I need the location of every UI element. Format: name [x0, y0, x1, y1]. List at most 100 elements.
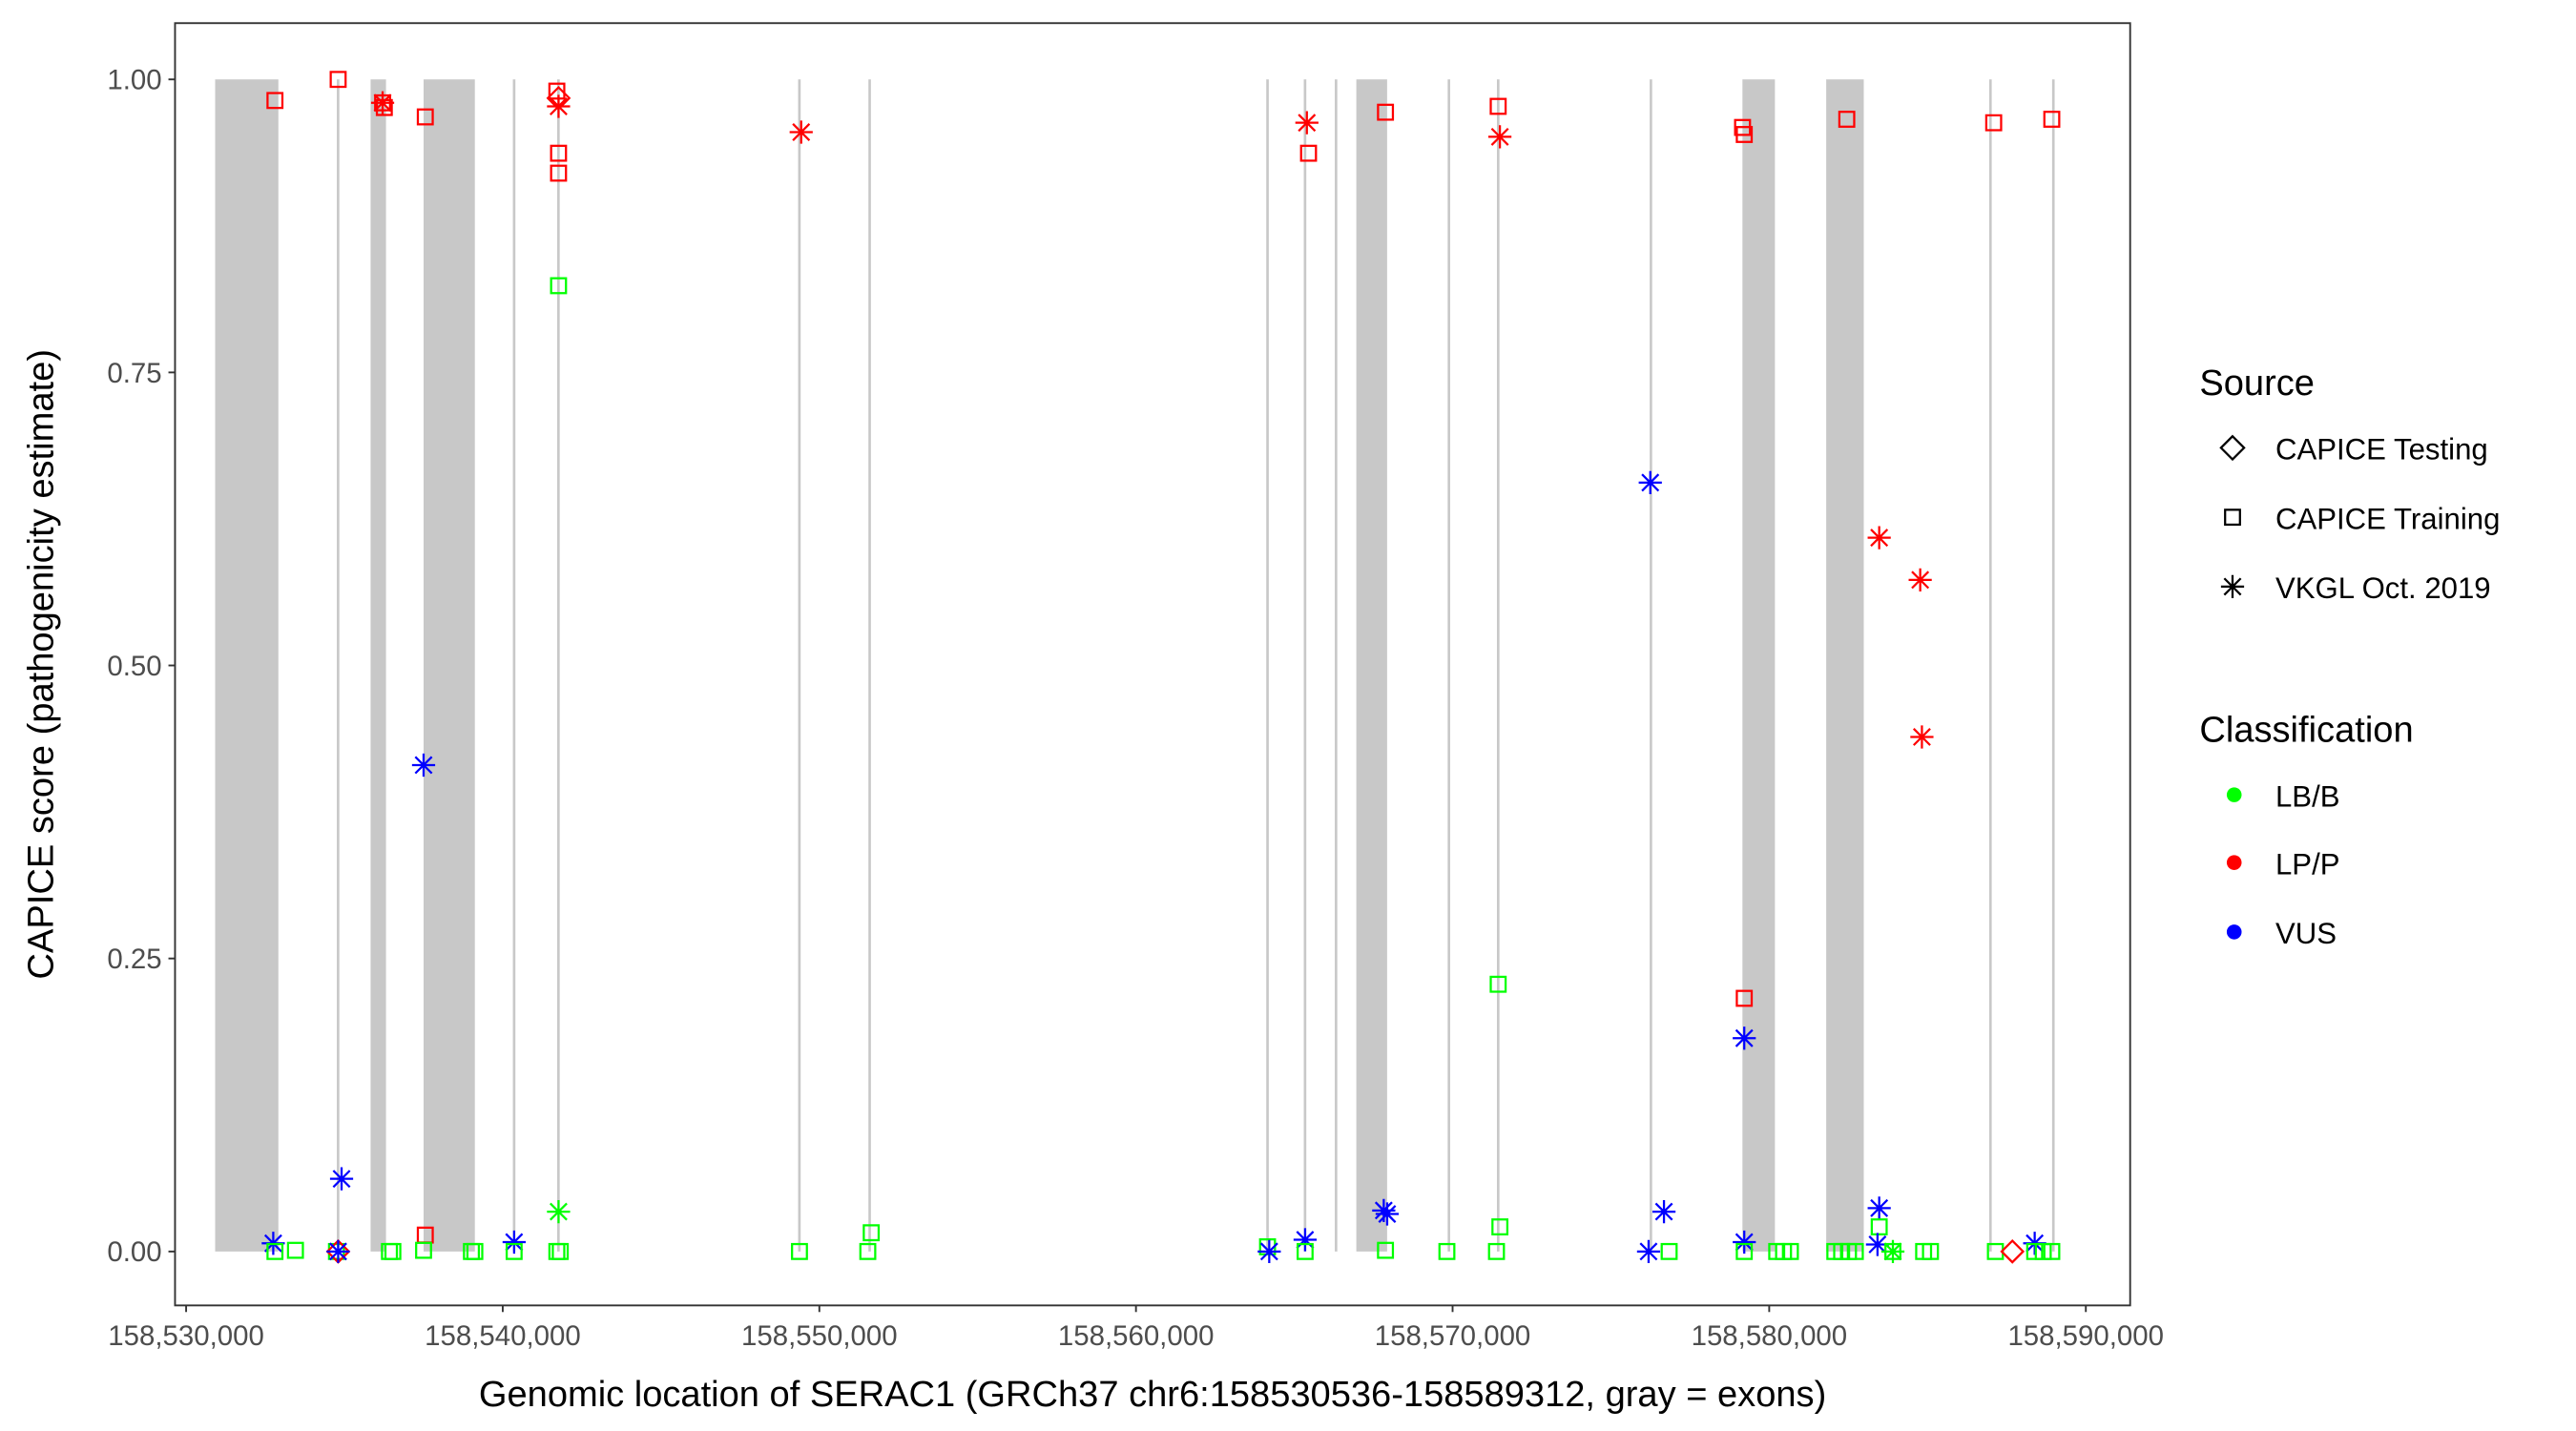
x-tick-label: 158,590,000 [2007, 1320, 2164, 1352]
exon-band [1650, 79, 1652, 1252]
point-training [1922, 1242, 1940, 1260]
y-tick-label: 0.25 [107, 944, 161, 975]
point-vkgl [1733, 1027, 1756, 1050]
point-training [548, 82, 566, 100]
point-training [1377, 103, 1395, 121]
legend-label: CAPICE Training [2275, 502, 2500, 535]
blue-dot-icon [2226, 924, 2242, 940]
y-tick-label: 0.00 [107, 1236, 161, 1268]
y-axis-label: CAPICE score (pathogenicity estimate) [21, 349, 61, 980]
y-tick-label: 1.00 [107, 65, 161, 96]
point-training [266, 92, 284, 110]
x-tick-label: 158,530,000 [108, 1320, 264, 1352]
x-tick-label: 158,540,000 [425, 1320, 581, 1352]
point-training [550, 144, 568, 162]
point-training [1660, 1242, 1678, 1260]
legend-label: VKGL Oct. 2019 [2275, 571, 2491, 605]
exon-band [1742, 79, 1776, 1252]
x-tick-label: 158,580,000 [1692, 1320, 1848, 1352]
point-vkgl [1908, 568, 1932, 591]
point-vkgl [1865, 1233, 1889, 1256]
exon-band [1356, 79, 1387, 1252]
point-vkgl [547, 1199, 571, 1224]
legend-item-testing: CAPICE Testing [2219, 433, 2488, 467]
point-training [2043, 111, 2061, 128]
point-training [384, 1242, 402, 1260]
exon-bands [215, 79, 2055, 1252]
exon-band [423, 79, 475, 1252]
point-training [1489, 97, 1507, 115]
legend-title-source: Source [2199, 363, 2315, 404]
point-training [548, 1242, 566, 1260]
point-training [1984, 114, 2003, 132]
point-training [1735, 989, 1754, 1007]
exon-band [215, 79, 279, 1252]
legend-label: LP/P [2275, 847, 2340, 881]
point-vkgl [329, 1167, 354, 1191]
point-vkgl [411, 753, 436, 778]
data-points [261, 71, 2061, 1264]
point-vkgl [789, 120, 813, 144]
exon-band [1826, 79, 1864, 1252]
point-training [1489, 975, 1507, 993]
exon-band [1303, 79, 1307, 1252]
diamond-icon [2219, 434, 2246, 462]
point-vkgl [1295, 111, 1319, 135]
asterisk-icon [2220, 574, 2245, 599]
point-training [505, 1242, 523, 1260]
legend-label: LB/B [2275, 779, 2340, 813]
legend-label: CAPICE Testing [2275, 433, 2488, 467]
point-training [1487, 1242, 1506, 1260]
point-training [550, 277, 568, 295]
point-vkgl [1375, 1202, 1400, 1226]
exon-band [1266, 79, 1269, 1252]
point-training [1377, 1241, 1395, 1259]
point-training [415, 1241, 432, 1259]
point-training [1735, 1242, 1754, 1260]
legend-item-vus: VUS [2226, 917, 2337, 950]
plot-panel-border [174, 22, 2131, 1307]
point-vkgl [547, 94, 571, 118]
point-training [1438, 1242, 1456, 1260]
point-training [266, 1242, 284, 1260]
legend-item-lpp: LP/P [2226, 847, 2340, 881]
exon-band [1447, 79, 1450, 1252]
y-axis: 0.00 0.25 0.50 0.75 1.00 [107, 65, 176, 1268]
exon-band [1989, 79, 1992, 1252]
point-testing [2000, 1238, 2025, 1264]
exon-band [370, 79, 386, 1252]
exon-band [2051, 79, 2055, 1252]
legend-item-training: CAPICE Training [2224, 502, 2500, 535]
point-training [466, 1242, 484, 1260]
point-training [859, 1242, 877, 1260]
point-vkgl [370, 91, 395, 114]
exon-band [557, 79, 560, 1252]
point-vkgl [1257, 1239, 1281, 1263]
point-vkgl [1652, 1199, 1676, 1224]
x-tick-label: 158,570,000 [1375, 1320, 1531, 1352]
legend-label: VUS [2275, 917, 2337, 950]
point-vkgl [1867, 526, 1891, 550]
exon-band [1335, 79, 1338, 1252]
point-vkgl [1487, 125, 1512, 149]
exon-band [798, 79, 801, 1252]
point-training [2034, 1242, 2052, 1260]
point-training [2043, 1242, 2061, 1260]
point-training [329, 71, 347, 89]
point-vkgl [1636, 1239, 1661, 1263]
red-dot-icon [2226, 855, 2242, 870]
point-vkgl [1910, 725, 1934, 749]
point-training [862, 1224, 881, 1242]
legend-title-classification: Classification [2199, 711, 2413, 751]
point-training [1838, 111, 1856, 128]
legend: Source CAPICE Testing CAPICE Training VK… [2199, 363, 2500, 950]
point-vkgl [1867, 1196, 1891, 1220]
point-vkgl [1733, 1230, 1756, 1255]
point-vkgl [1880, 1239, 1905, 1263]
point-training [1870, 1218, 1888, 1235]
square-icon [2224, 508, 2241, 527]
legend-item-vkgl: VKGL Oct. 2019 [2220, 571, 2491, 605]
y-tick-label: 0.50 [107, 651, 161, 682]
point-training [1846, 1242, 1864, 1260]
